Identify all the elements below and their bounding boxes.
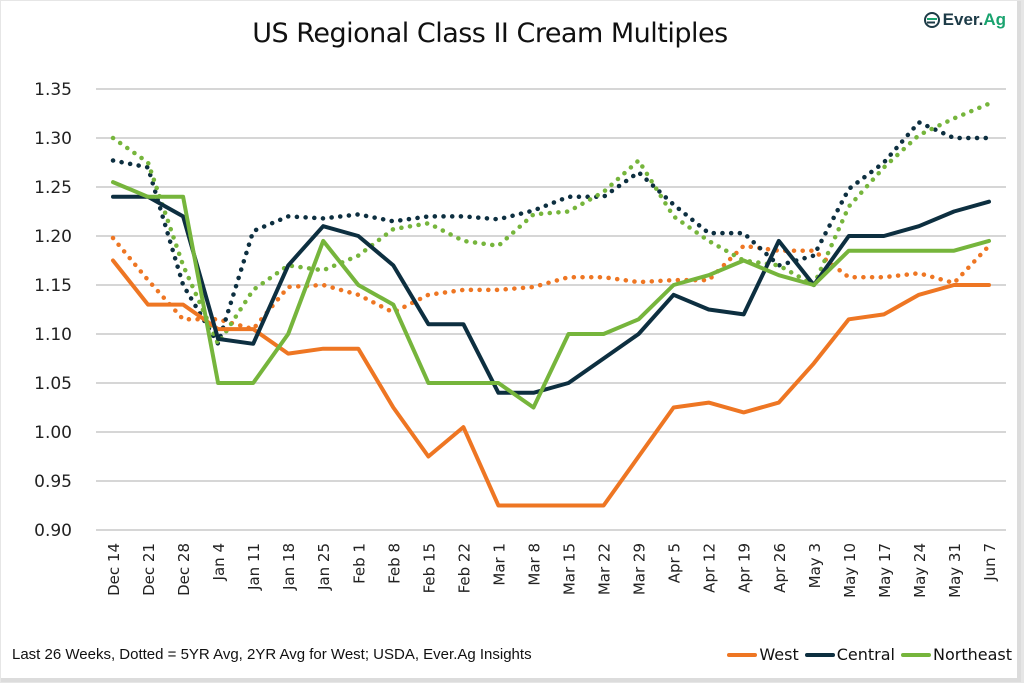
- legend-swatch-northeast: [900, 652, 931, 657]
- x-tick-label: Feb 22: [455, 543, 473, 593]
- x-tick-label: Jan 11: [245, 543, 263, 591]
- x-tick-label: Mar 15: [561, 543, 579, 595]
- x-tick-label: May 17: [876, 543, 894, 598]
- x-tick-label: Feb 8: [385, 543, 403, 584]
- series-lines: [110, 101, 992, 508]
- x-tick-label: Dec 28: [175, 543, 193, 596]
- x-tick-label: Feb 1: [350, 543, 368, 584]
- legend-label-central: Central: [836, 645, 895, 664]
- legend-item-northeast: Northeast: [900, 645, 1012, 664]
- y-tick-label: 1.25: [34, 178, 72, 198]
- ever-ag-logo: Ever. Ag: [923, 10, 1006, 30]
- series-line-central-avg-5yr: [110, 120, 992, 347]
- x-tick-label: Mar 29: [631, 543, 649, 595]
- x-tick-label: Jun 7: [981, 543, 999, 582]
- source-note: Last 26 Weeks, Dotted = 5YR Avg, 2YR Avg…: [12, 646, 532, 663]
- series-line-northeast-avg-5yr: [110, 101, 992, 347]
- legend-swatch-west: [727, 652, 758, 657]
- x-tick-label: Mar 8: [525, 543, 543, 586]
- legend-item-central: Central: [804, 645, 895, 664]
- ever-ag-logo-icon: [923, 12, 940, 28]
- x-tick-label: Jan 4: [210, 543, 228, 581]
- legend-label-northeast: Northeast: [932, 645, 1012, 664]
- y-tick-label: 1.30: [34, 129, 72, 149]
- x-tick-label: Apr 5: [666, 543, 684, 583]
- x-tick-label: Dec 21: [140, 543, 158, 596]
- series-line-central: [111, 194, 991, 395]
- chart-title: US Regional Class II Cream Multiples: [252, 18, 728, 49]
- y-axis-tick-labels: 1.35 1.30 1.25 1.20 1.15 1.10 1.05 1.00 0.95 0.90: [34, 80, 72, 541]
- x-tick-label: Mar 22: [596, 543, 614, 595]
- logo-text-suffix: Ag: [983, 10, 1006, 29]
- y-tick-label: 1.15: [34, 276, 72, 296]
- legend-item-west: West: [727, 645, 799, 664]
- y-tick-label: 0.90: [34, 521, 72, 541]
- x-tick-label: Jan 25: [315, 543, 333, 591]
- x-tick-label: Apr 19: [736, 543, 754, 593]
- y-tick-label: 1.05: [34, 374, 72, 394]
- legend: West Central Northeast: [727, 645, 1012, 664]
- x-tick-label: Feb 15: [420, 543, 438, 593]
- x-tick-label: Mar 1: [490, 543, 508, 586]
- x-tick-label: May 31: [946, 543, 964, 598]
- x-tick-label: May 3: [806, 543, 824, 588]
- x-tick-label: May 24: [911, 543, 929, 598]
- x-tick-label: Apr 26: [771, 543, 789, 593]
- legend-label-west: West: [759, 645, 799, 664]
- x-tick-label: May 10: [841, 543, 859, 598]
- x-tick-label: Jan 18: [280, 543, 298, 591]
- gridlines: [96, 88, 1006, 531]
- y-tick-label: 0.95: [34, 472, 72, 492]
- logo-text-prefix: Ever.: [942, 10, 984, 29]
- x-tick-label: Apr 12: [701, 543, 719, 593]
- series-line-northeast: [111, 180, 991, 410]
- y-tick-label: 1.00: [34, 423, 72, 443]
- x-axis-tick-labels: Dec 14 Dec 21 Dec 28 Jan 4 Jan 11 Jan 18 Jan 2…: [105, 543, 999, 598]
- y-tick-label: 1.20: [34, 227, 72, 247]
- legend-swatch-central: [804, 652, 835, 657]
- y-tick-label: 1.10: [34, 325, 72, 345]
- y-tick-label: 1.35: [34, 80, 72, 100]
- x-tick-label: Dec 14: [105, 543, 123, 596]
